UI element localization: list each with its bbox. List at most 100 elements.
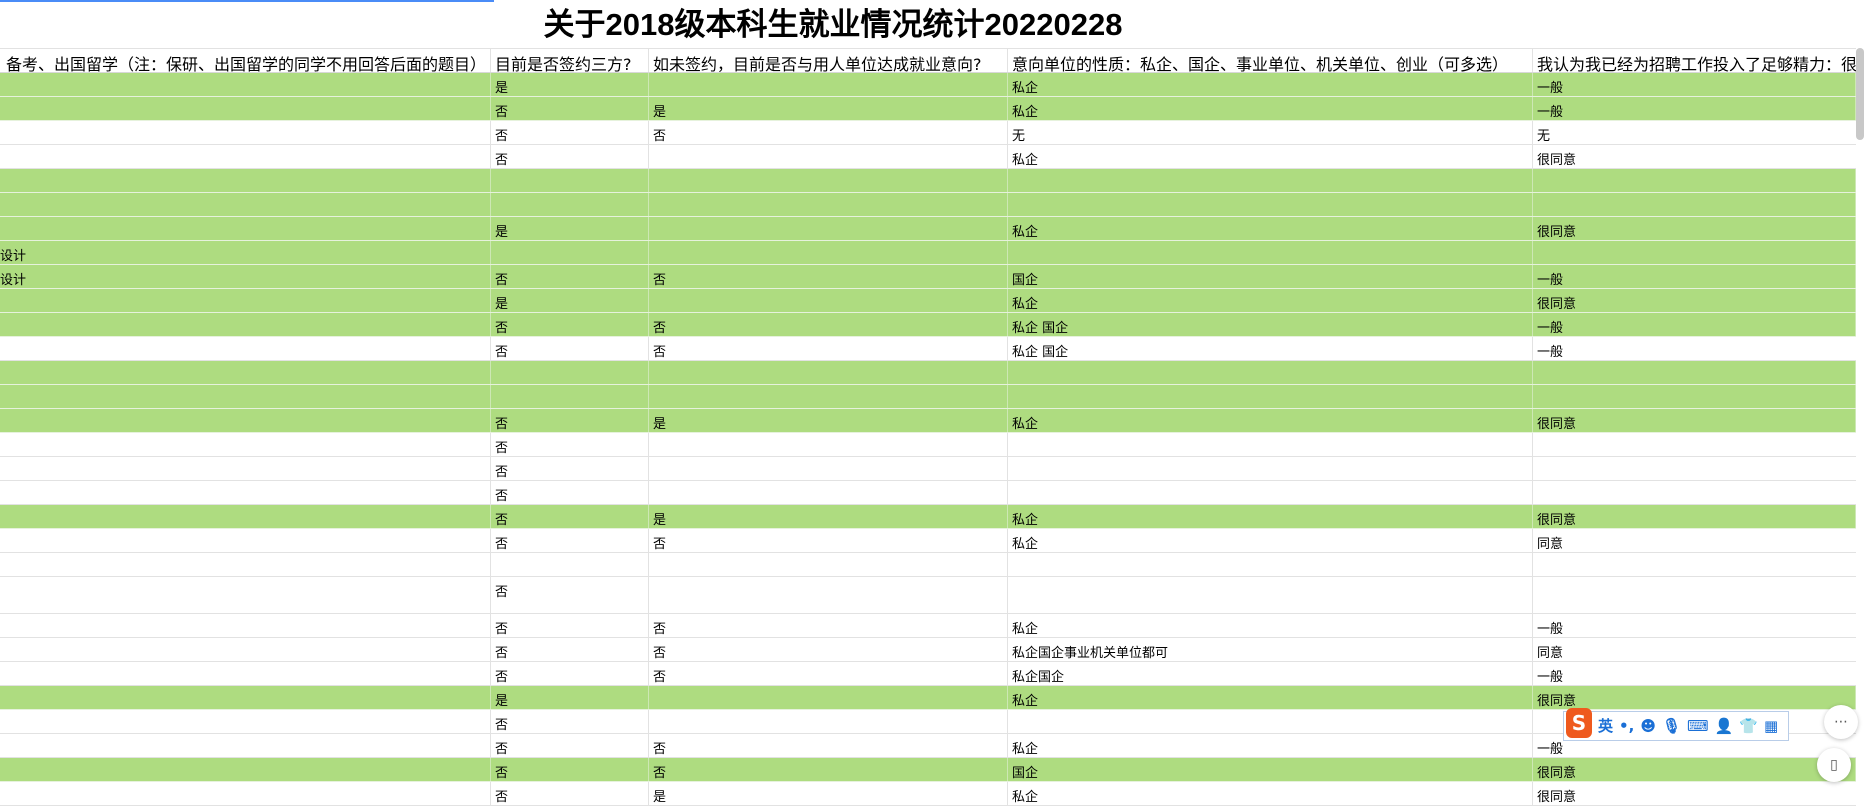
table-cell[interactable] — [1008, 457, 1533, 480]
table-cell[interactable] — [649, 361, 1008, 384]
table-cell[interactable] — [0, 481, 491, 504]
table-cell[interactable] — [491, 385, 649, 408]
table-cell[interactable]: 很同意 — [1533, 758, 1856, 781]
table-cell[interactable]: 否 — [491, 614, 649, 637]
column-header[interactable]: 我认为我已经为招聘工作投入了足够精力：很 — [1533, 49, 1856, 72]
table-cell[interactable]: 私企 — [1008, 686, 1533, 709]
table-cell[interactable]: 无 — [1008, 121, 1533, 144]
table-cell[interactable] — [0, 169, 491, 192]
table-cell[interactable]: 一般 — [1533, 662, 1856, 685]
table-cell[interactable]: 否 — [491, 433, 649, 456]
table-cell[interactable]: 否 — [491, 529, 649, 552]
table-cell[interactable]: 否 — [491, 313, 649, 336]
keyboard-icon[interactable]: ⌨ — [1687, 716, 1709, 735]
table-cell[interactable] — [0, 758, 491, 781]
table-cell[interactable] — [0, 457, 491, 480]
table-cell[interactable]: 否 — [649, 313, 1008, 336]
table-cell[interactable] — [649, 710, 1008, 733]
table-cell[interactable] — [1008, 433, 1533, 456]
table-cell[interactable]: 一般 — [1533, 614, 1856, 637]
table-cell[interactable] — [0, 577, 491, 613]
table-cell[interactable]: 私企 — [1008, 734, 1533, 757]
table-cell[interactable]: 否 — [491, 577, 649, 613]
table-cell[interactable] — [1008, 553, 1533, 576]
table-cell[interactable] — [0, 289, 491, 312]
toolbox-icon[interactable]: ▦ — [1764, 716, 1779, 735]
table-cell[interactable] — [649, 481, 1008, 504]
skin-icon[interactable]: 👕 — [1739, 716, 1759, 735]
table-cell[interactable]: 是 — [649, 782, 1008, 805]
table-cell[interactable]: 否 — [649, 337, 1008, 360]
table-cell[interactable]: 一般 — [1533, 265, 1856, 288]
table-cell[interactable] — [649, 289, 1008, 312]
table-cell[interactable]: 是 — [649, 97, 1008, 120]
table-cell[interactable] — [1533, 457, 1856, 480]
table-cell[interactable] — [0, 145, 491, 168]
table-cell[interactable] — [0, 73, 491, 96]
table-cell[interactable]: 否 — [491, 734, 649, 757]
table-cell[interactable]: 否 — [649, 758, 1008, 781]
table-cell[interactable] — [0, 686, 491, 709]
table-cell[interactable] — [491, 553, 649, 576]
table-cell[interactable]: 否 — [491, 638, 649, 661]
table-cell[interactable] — [0, 505, 491, 528]
table-cell[interactable] — [0, 97, 491, 120]
table-cell[interactable] — [0, 337, 491, 360]
table-cell[interactable] — [491, 193, 649, 216]
table-cell[interactable]: 一般 — [1533, 97, 1856, 120]
table-cell[interactable] — [1533, 385, 1856, 408]
table-cell[interactable]: 私企 — [1008, 145, 1533, 168]
table-cell[interactable]: 否 — [649, 662, 1008, 685]
table-cell[interactable] — [1008, 481, 1533, 504]
table-cell[interactable] — [1008, 577, 1533, 613]
table-cell[interactable]: 是 — [491, 686, 649, 709]
table-cell[interactable] — [1533, 553, 1856, 576]
table-cell[interactable]: 一般 — [1533, 73, 1856, 96]
table-cell[interactable]: 否 — [491, 337, 649, 360]
table-cell[interactable]: 否 — [649, 529, 1008, 552]
emoji-icon[interactable]: ☻ — [1640, 716, 1656, 735]
table-cell[interactable]: 私企 — [1008, 782, 1533, 805]
table-cell[interactable]: 国企 — [1008, 265, 1533, 288]
table-cell[interactable]: 私企 — [1008, 73, 1533, 96]
table-cell[interactable]: 否 — [491, 97, 649, 120]
table-cell[interactable]: 私企国企事业机关单位都可 — [1008, 638, 1533, 661]
sogou-logo-icon[interactable]: S — [1566, 708, 1592, 738]
table-cell[interactable] — [1533, 481, 1856, 504]
table-cell[interactable]: 否 — [491, 145, 649, 168]
table-cell[interactable]: 私企 — [1008, 505, 1533, 528]
vertical-scrollbar[interactable] — [1856, 48, 1864, 140]
table-cell[interactable] — [0, 553, 491, 576]
table-cell[interactable]: 很同意 — [1533, 145, 1856, 168]
table-cell[interactable] — [649, 577, 1008, 613]
table-cell[interactable]: 很同意 — [1533, 686, 1856, 709]
table-cell[interactable] — [1533, 361, 1856, 384]
table-cell[interactable] — [1533, 241, 1856, 264]
table-cell[interactable] — [1008, 385, 1533, 408]
table-cell[interactable]: 否 — [491, 710, 649, 733]
table-cell[interactable]: 否 — [491, 662, 649, 685]
table-cell[interactable]: 私企国企 — [1008, 662, 1533, 685]
table-cell[interactable] — [649, 73, 1008, 96]
table-cell[interactable]: 设计 — [0, 241, 491, 264]
table-cell[interactable]: 否 — [649, 121, 1008, 144]
table-cell[interactable]: 私企 国企 — [1008, 313, 1533, 336]
table-cell[interactable] — [649, 217, 1008, 240]
table-cell[interactable] — [0, 193, 491, 216]
table-cell[interactable]: 是 — [491, 289, 649, 312]
table-cell[interactable]: 一般 — [1533, 337, 1856, 360]
table-cell[interactable] — [1533, 193, 1856, 216]
table-cell[interactable]: 私企 — [1008, 614, 1533, 637]
table-cell[interactable]: 是 — [649, 505, 1008, 528]
table-cell[interactable] — [0, 361, 491, 384]
table-cell[interactable] — [491, 169, 649, 192]
table-cell[interactable]: 很同意 — [1533, 782, 1856, 805]
table-cell[interactable]: 设计 — [0, 265, 491, 288]
table-cell[interactable] — [0, 121, 491, 144]
table-cell[interactable]: 否 — [649, 638, 1008, 661]
table-cell[interactable] — [649, 686, 1008, 709]
table-cell[interactable] — [491, 361, 649, 384]
table-cell[interactable] — [0, 710, 491, 733]
user-icon[interactable]: 👤 — [1714, 716, 1734, 735]
table-cell[interactable]: 私企 — [1008, 409, 1533, 432]
